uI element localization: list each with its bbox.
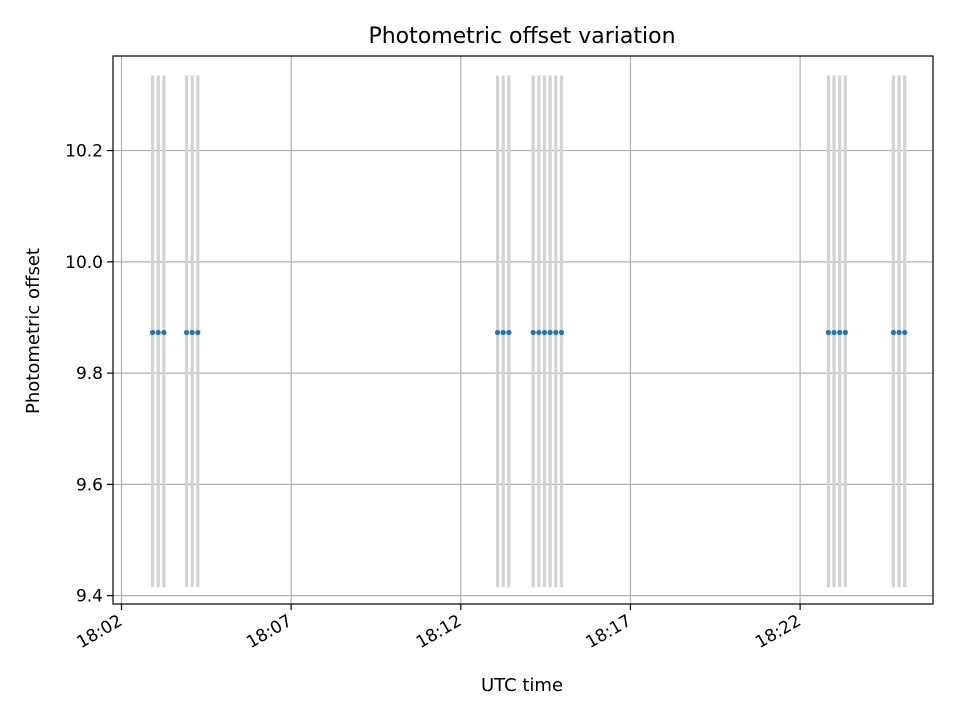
x-tick-label: 18:07 bbox=[243, 611, 295, 653]
data-point bbox=[500, 329, 506, 336]
data-point bbox=[541, 329, 548, 336]
data-point bbox=[547, 329, 553, 336]
chart-title: Photometric offset variation bbox=[368, 24, 675, 49]
data-point bbox=[837, 329, 843, 336]
y-tick-label: 10.2 bbox=[65, 142, 103, 162]
data-point bbox=[530, 329, 536, 336]
y-axis-label: Photometric offset bbox=[23, 248, 44, 414]
data-points bbox=[149, 329, 908, 336]
grid bbox=[113, 56, 933, 604]
y-ticks: 9.4 9.6 9.8 10.0 10.2 bbox=[65, 142, 113, 607]
y-tick-label: 9.6 bbox=[76, 475, 103, 495]
x-tick-label: 18:12 bbox=[413, 611, 465, 653]
data-point bbox=[558, 329, 565, 336]
y-tick-label: 9.4 bbox=[76, 587, 103, 607]
x-tick-label: 18:02 bbox=[74, 611, 126, 653]
x-axis-label: UTC time bbox=[481, 675, 563, 696]
data-point bbox=[195, 329, 201, 336]
y-tick-label: 10.0 bbox=[65, 253, 103, 273]
data-point bbox=[536, 329, 542, 336]
data-point bbox=[161, 329, 167, 336]
y-tick-label: 9.8 bbox=[76, 364, 103, 384]
data-point bbox=[506, 329, 512, 336]
data-point bbox=[831, 329, 837, 336]
x-tick-label: 18:22 bbox=[752, 611, 804, 653]
data-point bbox=[149, 329, 156, 336]
data-point bbox=[189, 329, 195, 336]
data-point bbox=[825, 329, 831, 336]
data-point bbox=[155, 329, 161, 336]
data-point bbox=[890, 329, 897, 336]
plot-frame bbox=[112, 55, 934, 605]
data-point bbox=[553, 329, 559, 336]
x-tick-label: 18:17 bbox=[583, 611, 635, 653]
x-ticks: 18:02 18:07 18:12 18:17 18:22 bbox=[74, 604, 805, 653]
data-point bbox=[902, 329, 908, 336]
data-point bbox=[494, 329, 501, 336]
data-point bbox=[842, 329, 848, 336]
data-point bbox=[183, 329, 190, 336]
data-point bbox=[896, 329, 902, 336]
exposure-bands bbox=[150, 75, 907, 588]
